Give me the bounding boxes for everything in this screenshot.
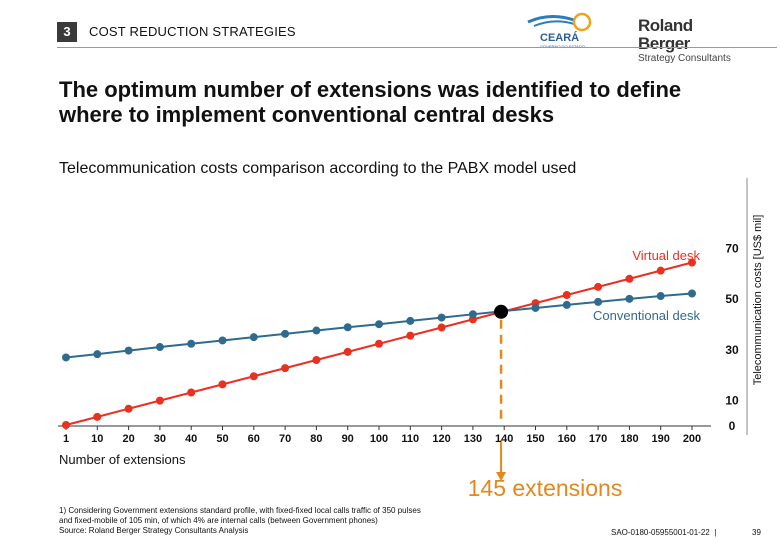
data-point (468, 310, 477, 319)
x-tick-label: 50 (216, 433, 228, 445)
x-tick-label: 190 (652, 433, 670, 445)
section-title: COST REDUCTION STRATEGIES (89, 24, 296, 39)
x-tick-label: 130 (464, 433, 482, 445)
footnote-line-2: and fixed-mobile of 105 min, of which 4%… (59, 516, 378, 525)
data-point (249, 372, 258, 381)
x-tick-label: 200 (683, 433, 701, 445)
document-reference: SAO-0180-05955001-01-22 | (611, 528, 716, 537)
chart-points (62, 258, 696, 429)
data-point (594, 282, 603, 291)
ceara-logo-tagline: GOVERNO DO ESTADO (540, 44, 585, 49)
y-tick-label: 30 (725, 343, 739, 357)
series-label-virtual-desk: Virtual desk (632, 248, 700, 263)
data-point (594, 297, 603, 306)
data-point (62, 420, 70, 429)
intersection-marker (494, 304, 509, 319)
data-point (155, 343, 164, 352)
chart-axes (58, 178, 748, 435)
data-point (187, 339, 196, 348)
data-point (218, 380, 227, 389)
roland-berger-logo: Roland Berger Strategy Consultants (638, 16, 738, 65)
data-point (625, 274, 634, 283)
data-point (124, 404, 133, 413)
y-tick-label: 0 (729, 419, 736, 433)
x-tick-label: 110 (401, 433, 419, 445)
x-tick-label: 40 (185, 433, 197, 445)
rb-logo-name: Roland Berger (638, 16, 693, 53)
x-tick-label: 150 (526, 433, 544, 445)
x-tick-label: 10 (91, 433, 103, 445)
data-point (375, 339, 383, 348)
data-point (155, 396, 164, 405)
doc-ref-code: SAO-0180-05955001-01-22 (611, 528, 710, 537)
section-number-badge: 3 (57, 22, 77, 42)
data-point (249, 333, 258, 342)
data-point (218, 336, 227, 345)
doc-ref-separator: | (714, 528, 717, 537)
x-tick-label: 100 (370, 433, 388, 445)
y-tick-label: 70 (725, 241, 739, 255)
footnote: 1) Considering Government extensions sta… (59, 506, 529, 536)
chart-subtitle: Telecommunication costs comparison accor… (59, 160, 577, 177)
data-point (562, 291, 571, 300)
x-tick-label: 20 (122, 433, 134, 445)
x-tick-label: 180 (620, 433, 638, 445)
y-tick-label: 10 (725, 394, 739, 408)
data-point (281, 329, 290, 338)
header-divider (57, 47, 777, 48)
data-point (187, 388, 196, 397)
ceara-logo-text: CEARÁ (540, 31, 579, 44)
x-axis-label: Number of extensions (59, 452, 186, 467)
data-point (688, 258, 696, 267)
data-point (531, 303, 540, 312)
data-point (562, 300, 571, 309)
x-tick-label: 70 (279, 433, 291, 445)
x-tick-label: 90 (342, 433, 354, 445)
intersection-arrow-head (496, 472, 507, 481)
data-point (437, 313, 446, 322)
data-point (343, 323, 352, 332)
data-point (93, 350, 102, 359)
x-tick-label: 1 (63, 433, 69, 445)
x-tick-label: 140 (495, 433, 513, 445)
ceara-logo: CEARÁ GOVERNO DO ESTADO (520, 10, 600, 50)
x-tick-label: 30 (154, 433, 166, 445)
x-tick-label: 160 (558, 433, 576, 445)
rb-logo-subtitle: Strategy Consultants (638, 53, 731, 64)
y-tick-label: 50 (725, 292, 739, 306)
data-point (312, 326, 321, 335)
footnote-line-1: 1) Considering Government extensions sta… (59, 506, 421, 515)
chart-series-lines (65, 261, 693, 481)
page-number: 39 (752, 528, 761, 537)
data-point (281, 364, 290, 373)
x-tick-label: 80 (310, 433, 322, 445)
x-tick-label: 60 (248, 433, 260, 445)
data-point (124, 346, 133, 355)
x-tick-label: 170 (589, 433, 607, 445)
data-point (375, 320, 383, 329)
data-point (656, 292, 665, 301)
data-point (437, 323, 446, 332)
series-label-conventional-desk: Conventional desk (593, 308, 700, 323)
footnote-source: Source: Roland Berger Strategy Consultan… (59, 526, 249, 535)
y-axis-label: Telecommunication costs [US$ mil] (752, 215, 764, 386)
x-tick-label: 120 (432, 433, 450, 445)
data-point (343, 347, 352, 356)
intersection-label: 145 extensions (468, 475, 623, 501)
data-point (688, 289, 696, 298)
page-title: The optimum number of extensions was ide… (59, 77, 682, 127)
data-point (93, 412, 102, 421)
chart-labels: 1 10 20 30 40 50 60 70 80 90 100 110 120 130 140 150 160… (59, 215, 764, 501)
data-point (62, 353, 70, 362)
data-point (656, 266, 665, 275)
data-point (625, 294, 634, 303)
data-point (312, 356, 321, 364)
data-point (406, 316, 415, 325)
data-point (406, 331, 415, 340)
